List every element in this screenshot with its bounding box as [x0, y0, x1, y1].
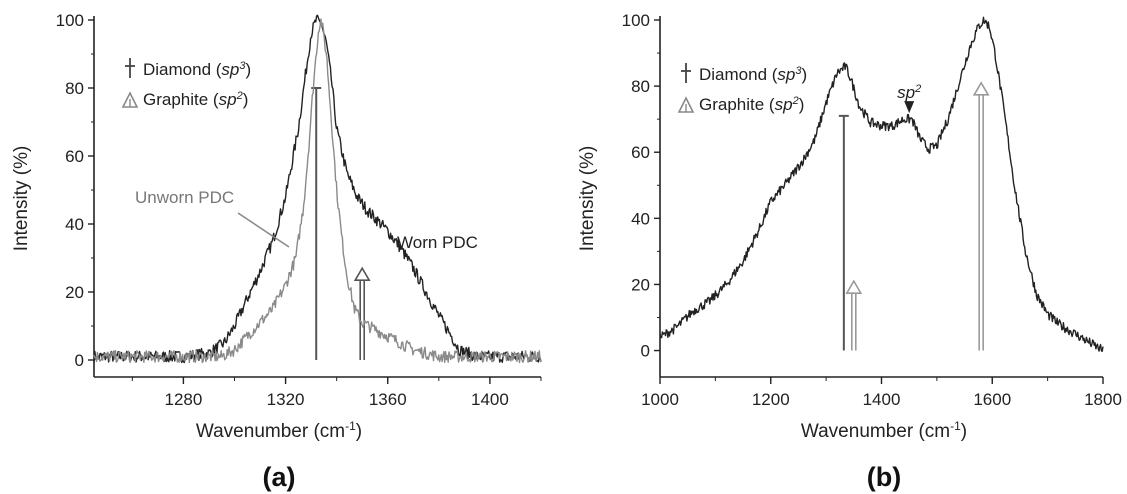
- legend-entry-diamond: Diamond (sp3): [699, 65, 807, 84]
- y-tick-label: 60: [65, 147, 84, 166]
- x-tick-label: 1000: [641, 390, 679, 409]
- annotation-unworn-pdc: Unworn PDC: [135, 188, 234, 207]
- y-axis-label: Intensity (%): [577, 146, 598, 252]
- panel-label: (a): [263, 462, 296, 492]
- y-axis-label: Intensity (%): [11, 146, 32, 252]
- annotation-sp2-arrowhead: [904, 101, 915, 114]
- y-tick-label: 100: [56, 11, 84, 30]
- y-tick-label: 100: [622, 11, 650, 30]
- y-tick-label: 40: [631, 209, 650, 228]
- x-tick-label: 1280: [164, 390, 202, 409]
- annotation-worn-pdc: Worn PDC: [397, 233, 478, 252]
- y-tick-label: 80: [65, 79, 84, 98]
- y-tick-label: 20: [631, 275, 650, 294]
- legend-entry-graphite: Graphite (sp2): [143, 90, 248, 109]
- y-tick-label: 0: [75, 351, 84, 370]
- legend-entry-diamond: Diamond (sp3): [143, 60, 251, 79]
- series-line-worn-pdc: [93, 14, 542, 364]
- y-tick-label: 20: [65, 283, 84, 302]
- x-axis-label: Wavenumber (cm-1): [801, 419, 967, 442]
- legend-entry-graphite: Graphite (sp2): [699, 95, 804, 114]
- x-tick-label: 1600: [973, 390, 1011, 409]
- annotation-unworn-leader: [237, 212, 290, 248]
- graphite-sp2-triangle: [972, 81, 990, 96]
- series-line-unworn-pdc: [93, 18, 542, 364]
- series-line-spectrum: [659, 16, 1104, 352]
- y-tick-label: 0: [641, 342, 650, 361]
- annotation-sp2: sp2: [897, 83, 921, 102]
- panel-label: (b): [867, 462, 901, 492]
- legend: Diamond (sp3) Graphite (sp2): [677, 63, 807, 114]
- chart-panel-a: 0 20 40 60 80 100 1280 1320 1360 1400 Wavenumber (…: [11, 11, 542, 492]
- graphite-sp2-triangle: [845, 279, 863, 294]
- y-tick-label: 80: [631, 77, 650, 96]
- x-tick-label: 1400: [863, 390, 901, 409]
- x-axis-label: Wavenumber (cm-1): [196, 419, 362, 442]
- chart-panel-b: 0 20 40 60 80 100 1000 1200 1400 1600 1800 Wavenumb…: [577, 11, 1122, 492]
- y-tick-label: 40: [65, 215, 84, 234]
- x-tick-label: 1320: [267, 390, 305, 409]
- x-tick-label: 1200: [752, 390, 790, 409]
- graphite-sp2-triangle: [353, 266, 371, 281]
- y-tick-label: 60: [631, 143, 650, 162]
- x-tick-label: 1400: [471, 390, 509, 409]
- x-tick-label: 1800: [1084, 390, 1122, 409]
- legend: Diamond (sp3) Graphite (sp2): [121, 58, 251, 109]
- x-tick-label: 1360: [369, 390, 407, 409]
